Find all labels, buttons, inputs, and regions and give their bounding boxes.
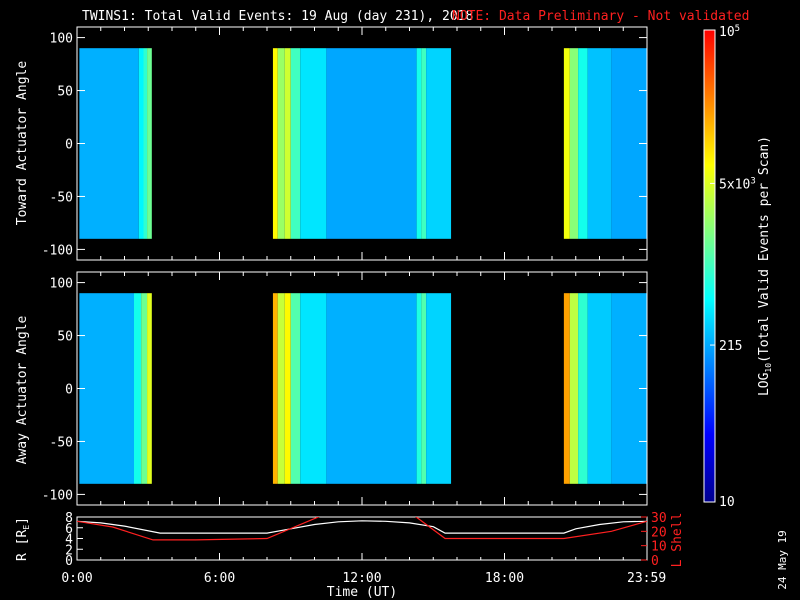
colorbar-tick-label: 10 — [719, 495, 735, 510]
colorbar-tick-label: 105 — [719, 24, 740, 40]
away-panel: -100 -50 0 50 100 Away Actuator Angle — [15, 271, 648, 506]
colorbar-label: LOG10(Total Valid Events per Scan) — [757, 136, 773, 396]
time-tick-label: 12:00 — [342, 571, 381, 586]
lshell-ytick-label: 30 — [651, 511, 667, 526]
lshell-ytick-label: 0 — [651, 554, 659, 569]
toward-ytick-label: -100 — [42, 243, 73, 258]
away-heatmap-strip — [426, 293, 452, 484]
away-ytick-label: -100 — [42, 488, 73, 503]
away-ytick-label: -50 — [50, 435, 73, 450]
toward-heatmap-strip — [284, 48, 291, 239]
away-ytick-label: 0 — [65, 383, 73, 398]
orbit-ylabel: R [RE] — [15, 517, 31, 561]
date-stamp: 24 May 19 — [776, 530, 789, 590]
away-heatmap-strip — [284, 293, 291, 484]
toward-ylabel: Toward Actuator Angle — [15, 61, 30, 226]
toward-heatmap-strip — [587, 48, 612, 239]
lshell-ytick-label: 10 — [651, 540, 667, 555]
toward-heatmap-strip — [578, 48, 588, 239]
toward-heatmap-strip — [569, 48, 579, 239]
colorbar-frame — [703, 29, 716, 503]
time-xlabel: Time (UT) — [327, 585, 397, 600]
toward-heatmap-strip — [326, 48, 417, 239]
away-ytick-label: 50 — [57, 330, 73, 345]
time-tick-label: 23:59 — [627, 571, 666, 586]
toward-heatmap-strip — [147, 48, 152, 239]
away-heatmap-strip — [416, 293, 422, 484]
radius-ytick-label: 4 — [65, 533, 73, 548]
preliminary-note: NOTE: Data Preliminary - Not validated — [452, 9, 749, 24]
time-tick-label: 6:00 — [204, 571, 235, 586]
toward-heatmap-strip — [300, 48, 327, 239]
away-heatmap-strip — [421, 293, 427, 484]
away-heatmap-strip — [587, 293, 612, 484]
toward-ytick-label: -50 — [50, 190, 73, 205]
lshell-line — [77, 517, 647, 541]
radius-ytick-label: 8 — [65, 511, 73, 526]
toward-heatmap-strip — [272, 48, 278, 239]
away-heatmap-strip — [326, 293, 417, 484]
colorbar-gradient — [704, 30, 715, 502]
time-tick-label: 0:00 — [61, 571, 92, 586]
away-ylabel: Away Actuator Angle — [15, 315, 30, 464]
colorbar-tick-label: 5x103 — [719, 176, 756, 192]
toward-ytick-label: 0 — [65, 138, 73, 153]
lshell-label: L Shell — [670, 513, 685, 568]
toward-heatmap-strip — [421, 48, 427, 239]
colorbar: 10 215 5x103 105 LOG10(Total Valid Events p… — [703, 24, 773, 510]
away-heatmap-strip — [79, 293, 134, 484]
away-heatmap-strip — [578, 293, 588, 484]
radius-ytick-label: 6 — [65, 522, 73, 537]
figure-title: TWINS1: Total Valid Events: 19 Aug (day … — [82, 9, 473, 24]
toward-heatmap-strip — [426, 48, 452, 239]
toward-heatmap-strip — [290, 48, 301, 239]
toward-y-ticks: -100 -50 0 50 100 — [42, 27, 648, 260]
toward-heatmap-strip — [277, 48, 285, 239]
away-heatmap-strip — [569, 293, 579, 484]
toward-ytick-label: 50 — [57, 85, 73, 100]
away-heatmap-strip — [300, 293, 327, 484]
toward-panel: -100 -50 0 50 100 Toward Actuator Angle — [15, 26, 648, 261]
away-heatmap-strip — [141, 293, 148, 484]
toward-heatmap-strip — [143, 48, 148, 239]
colorbar-tick-label: 215 — [719, 339, 742, 354]
away-heatmap-strip — [147, 293, 152, 484]
away-heatmap-strip — [290, 293, 301, 484]
toward-heatmap-strip — [563, 48, 570, 239]
away-heatmap-strip — [563, 293, 570, 484]
toward-heatmap-strip — [416, 48, 422, 239]
toward-heatmap — [79, 48, 647, 239]
away-heatmap-strip — [134, 293, 142, 484]
away-y-ticks: -100 -50 0 50 100 — [42, 272, 648, 505]
away-heatmap — [79, 293, 647, 484]
lshell-ytick-label: 20 — [651, 525, 667, 540]
toward-ytick-label: 100 — [50, 32, 73, 47]
away-heatmap-strip — [277, 293, 285, 484]
toward-heatmap-strip — [79, 48, 139, 239]
away-ytick-label: 100 — [50, 277, 73, 292]
time-tick-label: 18:00 — [485, 571, 524, 586]
radius-ytick-label: 2 — [65, 543, 73, 558]
away-heatmap-strip — [272, 293, 278, 484]
toward-heatmap-strip — [138, 48, 144, 239]
radius-ytick-label: 0 — [65, 554, 73, 569]
radius-line — [77, 520, 647, 534]
colorbar-ticks: 10 215 5x103 105 — [710, 24, 756, 510]
orbit-lines — [77, 517, 647, 541]
